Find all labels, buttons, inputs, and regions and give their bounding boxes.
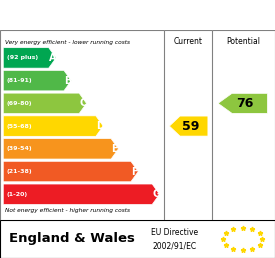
Polygon shape [169,116,208,136]
Text: B: B [64,76,72,86]
Polygon shape [218,93,267,113]
Polygon shape [3,93,87,114]
Polygon shape [3,116,103,136]
Text: (55-68): (55-68) [7,124,32,128]
Text: 2002/91/EC: 2002/91/EC [153,241,197,250]
Text: England & Wales: England & Wales [9,232,134,245]
Text: EU Directive: EU Directive [151,228,198,237]
Polygon shape [3,184,160,205]
Text: (81-91): (81-91) [7,78,32,83]
Text: Potential: Potential [226,37,260,46]
Text: (69-80): (69-80) [7,101,32,106]
Text: E: E [112,144,118,154]
Text: Current: Current [173,37,202,46]
Text: Very energy efficient - lower running costs: Very energy efficient - lower running co… [5,40,130,45]
Text: (39-54): (39-54) [7,146,32,151]
Polygon shape [3,70,71,91]
Text: (1-20): (1-20) [7,192,28,197]
Text: F: F [131,166,138,176]
Text: D: D [96,121,104,131]
Text: G: G [152,189,160,199]
Text: A: A [49,53,56,63]
Text: 59: 59 [182,119,199,133]
Text: (21-38): (21-38) [7,169,32,174]
Text: C: C [79,98,87,108]
Polygon shape [3,161,138,182]
Text: Energy Efficiency Rating: Energy Efficiency Rating [8,8,210,23]
Text: (92 plus): (92 plus) [7,55,38,60]
Text: Not energy efficient - higher running costs: Not energy efficient - higher running co… [5,207,130,213]
Text: 76: 76 [236,97,254,110]
Polygon shape [3,48,56,68]
Polygon shape [3,139,119,159]
